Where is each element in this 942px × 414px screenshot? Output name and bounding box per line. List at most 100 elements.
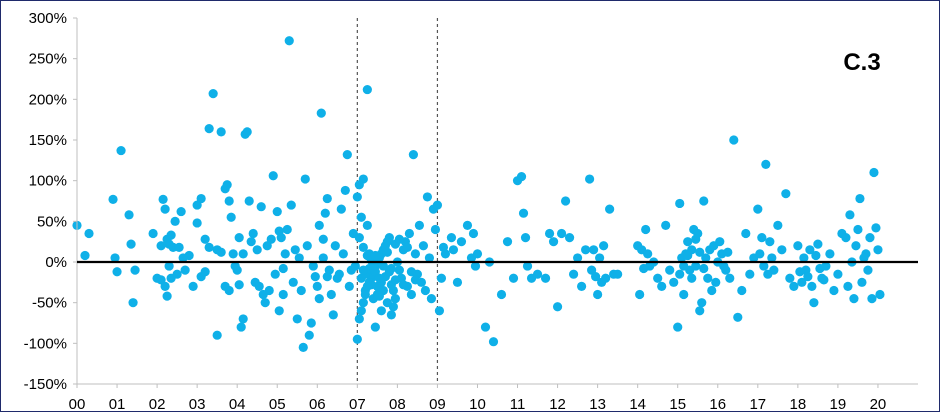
data-point [342,150,352,160]
data-point [436,273,447,283]
x-tick-label: 10 [469,396,486,413]
data-point [675,198,685,209]
data-point [284,36,294,46]
data-point [270,269,280,279]
data-point [354,233,364,243]
data-point [374,273,384,283]
data-point [532,269,543,279]
data-point [599,241,609,251]
data-point [593,289,603,300]
data-point [757,233,767,243]
data-point [641,224,651,235]
data-point [733,312,743,322]
data-point [508,273,519,283]
data-point [424,253,435,263]
data-point [613,269,623,279]
data-point [314,220,324,230]
data-point [272,206,282,217]
data-point [789,281,799,291]
axes [73,17,918,388]
y-tick-label: 0% [45,254,67,271]
data-point [869,167,879,178]
data-point [260,298,270,308]
data-point [755,249,765,259]
data-point [330,241,340,251]
data-point [452,277,463,287]
data-point [635,289,645,300]
data-point [865,233,875,243]
data-point [358,242,368,252]
data-point [402,242,412,252]
x-tick-label: 01 [109,396,126,413]
data-point [298,342,308,352]
data-point [204,242,214,252]
data-point [699,196,709,206]
data-point [238,249,248,259]
data-point [310,272,320,282]
y-tick-label: -100% [24,335,67,352]
data-point [701,253,711,263]
data-point [799,253,809,263]
data-point [446,233,457,243]
data-point [761,159,771,169]
data-point [815,263,825,274]
data-point [274,306,284,316]
data-point [130,265,140,275]
data-point [286,200,296,210]
data-point [548,237,559,247]
data-point [176,206,186,217]
data-point [857,277,867,287]
data-point [382,247,392,257]
data-point [334,269,344,279]
data-point [248,228,258,239]
data-point [408,150,418,160]
data-point [278,289,288,300]
data-point [322,193,332,204]
data-point [358,265,368,275]
data-point [518,208,529,218]
data-point [110,253,120,263]
data-point [358,174,368,184]
data-point [370,250,380,261]
data-point [160,204,170,214]
data-point [326,289,336,300]
data-point [296,285,306,296]
data-point [540,273,551,283]
data-point [875,289,885,300]
data-point [639,263,649,274]
data-point [560,196,571,206]
data-point [84,228,94,239]
data-point [376,306,386,316]
data-point [282,224,292,235]
data-point [212,330,222,340]
data-point [741,228,751,239]
data-point [148,228,158,239]
data-point [793,241,803,251]
data-point [314,294,324,304]
data-point [807,281,817,291]
data-point [851,241,861,251]
data-point [585,174,595,184]
data-point [108,194,118,204]
data-point [328,310,338,320]
data-point [691,234,701,244]
data-point [362,220,372,230]
data-point [697,298,707,308]
data-point [170,216,180,226]
data-point [544,228,555,239]
x-tick-label: 19 [830,396,847,413]
panel-label: C.3 [843,49,880,76]
data-point [172,269,182,279]
data-point [841,233,851,243]
data-point [252,245,262,255]
data-point [797,277,807,287]
data-point [675,269,685,279]
x-tick-label: 16 [709,396,726,413]
data-point [156,241,166,251]
data-point [703,273,713,283]
data-point [683,237,693,247]
x-tick-label: 14 [629,396,646,413]
data-point [294,253,304,263]
data-point [350,261,360,271]
data-point [480,322,491,332]
